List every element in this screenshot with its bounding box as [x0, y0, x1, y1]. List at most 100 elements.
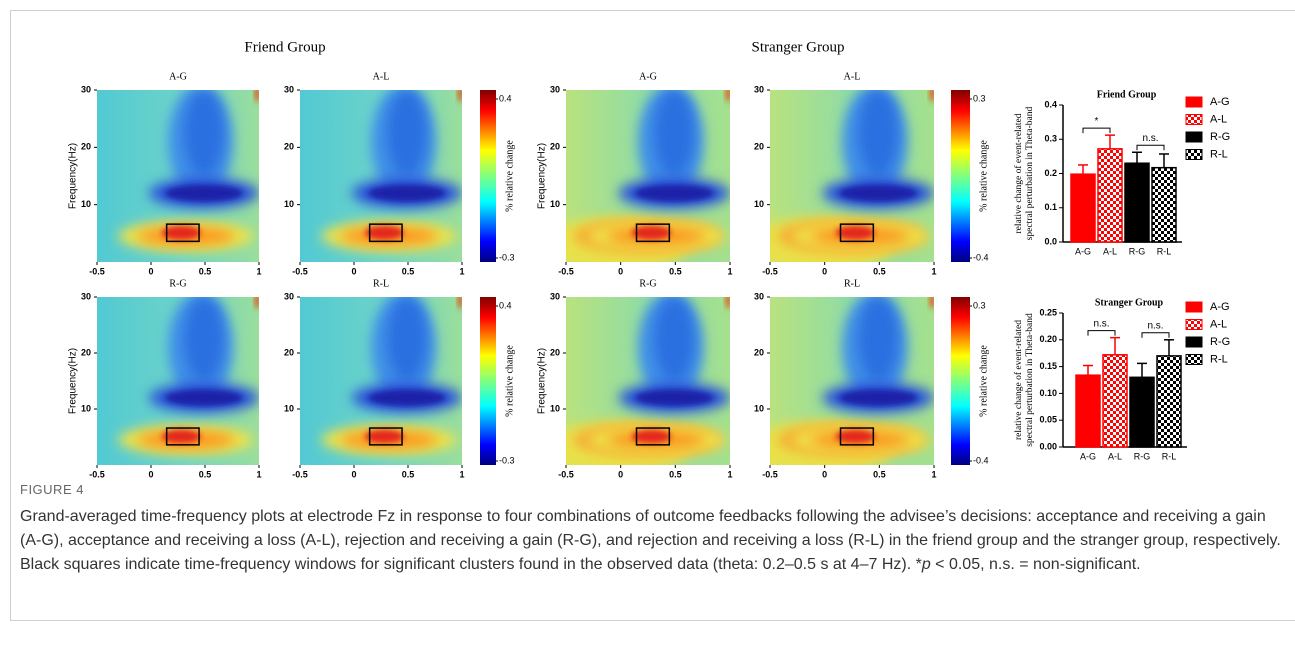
dark-blue-blob	[368, 389, 446, 406]
y-tick-label: 20	[284, 142, 294, 152]
x-tick-label: R-L	[1162, 451, 1177, 461]
colorbar-tick-label: 0.3	[973, 93, 986, 103]
x-tick-label: 1	[931, 266, 936, 276]
x-tick-label: -0.5	[292, 266, 308, 276]
y-tick-label: 10	[284, 199, 294, 209]
panel-title: R-G	[169, 278, 186, 289]
y-tick-label: 0.25	[1039, 307, 1057, 317]
x-tick-label: R-G	[1129, 246, 1146, 256]
legend-swatch	[1186, 97, 1202, 107]
bar	[1130, 377, 1154, 447]
significance-label: *	[1095, 116, 1099, 127]
legend-label: A-L	[1210, 113, 1227, 125]
x-tick-label: 1	[727, 266, 732, 276]
hot-corner	[930, 292, 935, 309]
heatmap	[745, 292, 934, 475]
blue-column-core	[387, 297, 426, 381]
y-tick-label: 10	[81, 199, 91, 209]
x-tick-label: 0.5	[669, 266, 682, 276]
y-axis-label: relative change of event-related	[1013, 113, 1024, 233]
bar	[1125, 163, 1149, 242]
y-tick-label: 20	[754, 347, 764, 357]
panel-title: R-G	[639, 278, 656, 289]
red-blob	[632, 430, 671, 443]
x-tick-label: 1	[256, 469, 261, 479]
colorbar-tick-label: -0.4	[973, 455, 989, 465]
page: Friend Group-0.500.51102030A-GFrequency(…	[0, 0, 1295, 647]
x-tick-label: 0	[618, 266, 623, 276]
legend-swatch	[1186, 337, 1202, 347]
colorbar-tick-label: 0.4	[499, 300, 512, 310]
legend-label: A-G	[1210, 301, 1230, 313]
red-blob	[632, 226, 671, 240]
y-tick-label: 20	[81, 347, 91, 357]
y-tick-label: 30	[550, 84, 560, 94]
colorbar-label: % relative change	[978, 345, 989, 417]
panel-title: R-L	[373, 278, 389, 289]
red-blob	[836, 430, 875, 443]
chart-title: Stranger Group	[1095, 297, 1164, 308]
y-tick-label: 20	[754, 142, 764, 152]
y-axis-label: Frequency(Hz)	[68, 143, 79, 209]
y-tick-label: 30	[81, 291, 91, 301]
colorbar	[480, 297, 496, 465]
y-tick-label: 0.10	[1039, 388, 1057, 398]
x-tick-label: A-L	[1108, 451, 1122, 461]
y-tick-label: 0.2	[1044, 168, 1057, 178]
blue-column-core	[387, 90, 426, 176]
x-tick-label: 0	[822, 266, 827, 276]
bar	[1071, 174, 1095, 242]
y-axis-label: Frequency(Hz)	[68, 348, 79, 414]
bar	[1103, 355, 1127, 447]
significance-bracket	[1088, 331, 1115, 336]
significance-label: n.s.	[1142, 133, 1158, 144]
y-tick-label: 30	[754, 84, 764, 94]
hot-corner	[930, 85, 935, 102]
bar	[1076, 375, 1100, 447]
hot-corner	[255, 292, 260, 309]
dark-blue-blob	[839, 389, 918, 406]
dark-blue-blob	[165, 185, 243, 202]
x-tick-label: 0	[618, 469, 623, 479]
x-tick-label: 1	[931, 469, 936, 479]
legend-swatch	[1186, 132, 1202, 142]
x-tick-label: 0	[148, 266, 153, 276]
y-tick-label: 20	[550, 347, 560, 357]
red-blob	[365, 430, 404, 443]
y-axis-label: spectral perturbation in Theta-band	[1025, 313, 1035, 447]
colorbar-tick-label: -0.4	[973, 252, 989, 262]
y-tick-label: 0.4	[1044, 99, 1057, 109]
legend-swatch	[1186, 150, 1202, 160]
blue-column-core	[859, 90, 898, 176]
dark-blue-blob	[839, 185, 918, 202]
group-title: Friend Group	[244, 39, 325, 55]
x-tick-label: 0.5	[873, 469, 886, 479]
heatmap	[745, 85, 934, 272]
panel-title: A-L	[844, 71, 861, 82]
x-tick-label: A-L	[1103, 246, 1117, 256]
y-tick-label: 0.1	[1044, 202, 1057, 212]
hot-corner	[726, 85, 731, 102]
x-tick-label: 1	[256, 266, 261, 276]
x-tick-label: 0.5	[199, 266, 212, 276]
colorbar-tick-label: -0.3	[499, 252, 515, 262]
x-tick-label: -0.5	[762, 266, 778, 276]
x-tick-label: 1	[727, 469, 732, 479]
heatmap	[300, 292, 463, 465]
legend-label: R-L	[1210, 148, 1228, 160]
y-tick-label: 10	[754, 199, 764, 209]
x-tick-label: R-G	[1134, 451, 1151, 461]
chart-title: Friend Group	[1097, 89, 1157, 100]
blue-column-core	[655, 90, 694, 176]
x-tick-label: -0.5	[558, 469, 574, 479]
significance-bracket	[1137, 145, 1164, 150]
y-tick-label: 0.20	[1039, 334, 1057, 344]
x-tick-label: 0.5	[402, 266, 415, 276]
colorbar-tick-label: 0.3	[973, 300, 986, 310]
colorbar	[951, 90, 970, 262]
colorbar-label: % relative change	[504, 140, 515, 212]
hot-corner	[458, 292, 463, 309]
x-tick-label: -0.5	[558, 266, 574, 276]
x-tick-label: 0	[822, 469, 827, 479]
significance-bracket	[1083, 128, 1110, 133]
